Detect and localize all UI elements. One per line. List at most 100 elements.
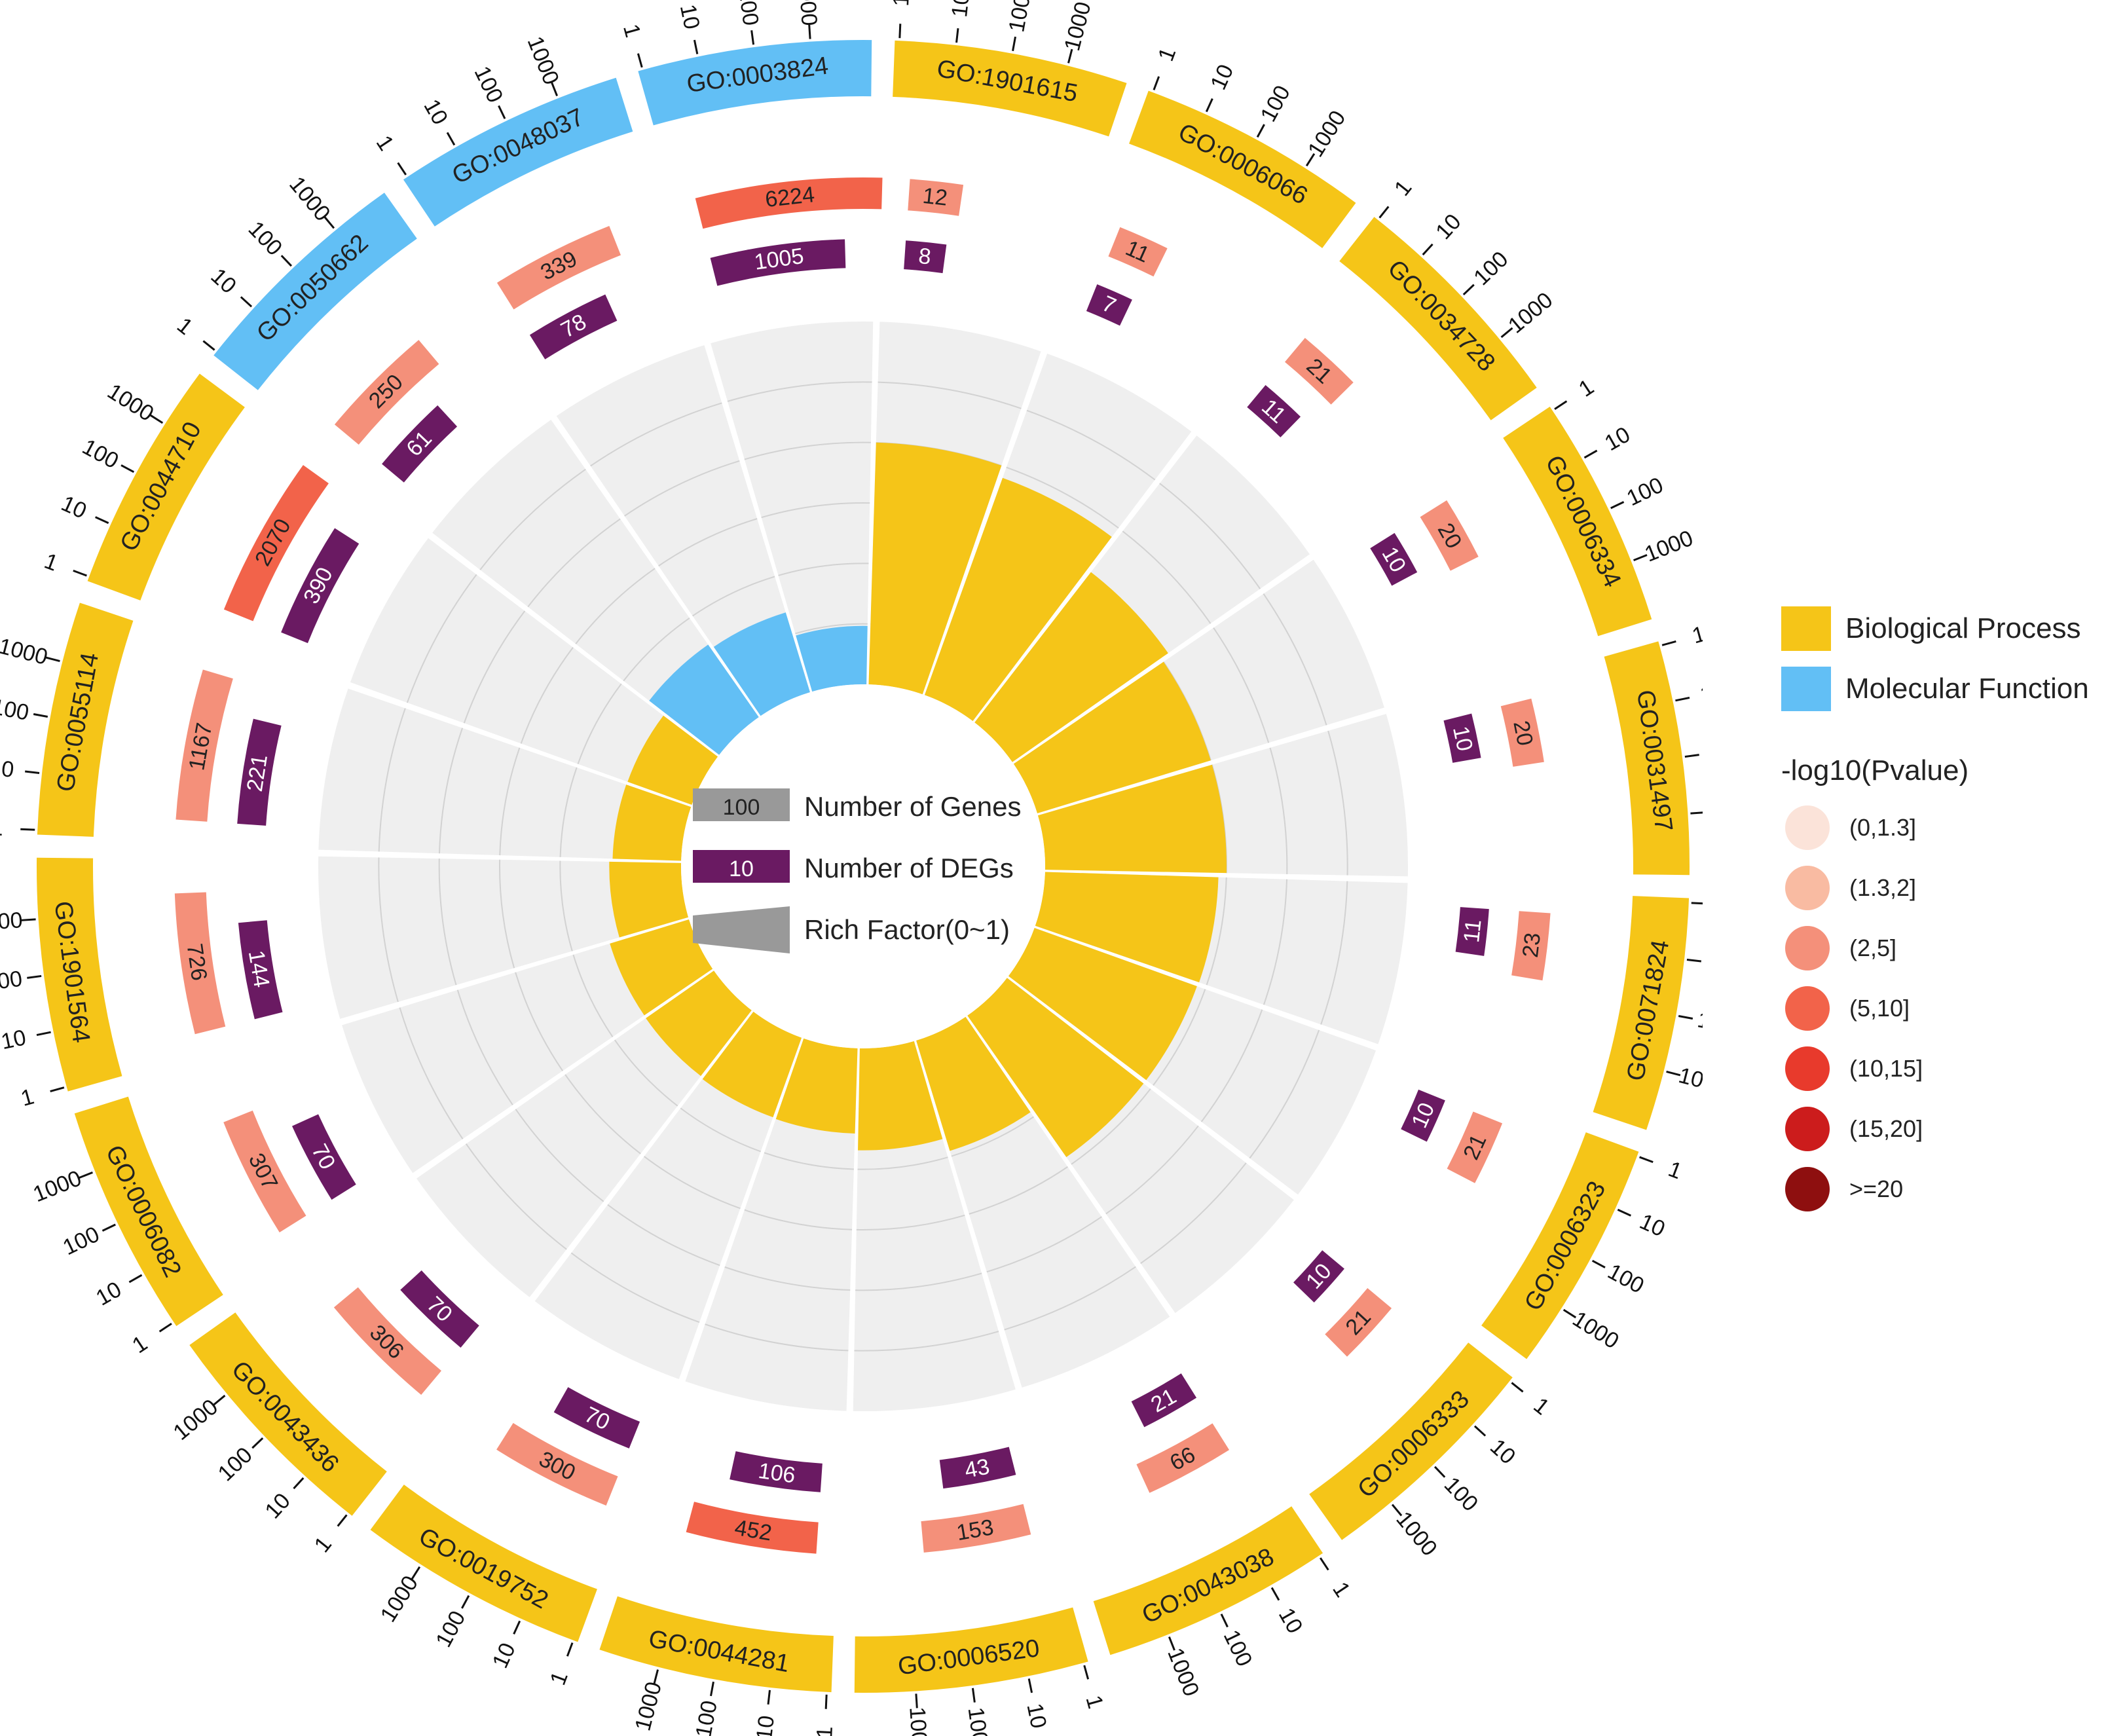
rich-factor-bar [974, 572, 1168, 762]
pvalue-legend-item: (15,20] [1781, 1103, 2096, 1155]
axis-tick [1554, 400, 1568, 411]
axis-tick-label: 1000 [1641, 526, 1696, 567]
axis-tick-label: 10 [1636, 1209, 1669, 1242]
axis-tick [1691, 902, 1703, 905]
axis-tick-label: 1 [18, 1084, 37, 1111]
rich-gridline [465, 1143, 567, 1250]
rich-track-bg [318, 688, 692, 861]
rich-gridline [378, 857, 399, 1003]
rich-gridline [692, 576, 775, 617]
rich-gridline [744, 1209, 853, 1230]
go-term-segment [893, 40, 1127, 137]
rich-gridline [378, 708, 406, 852]
axis-tick [120, 464, 135, 473]
pvalue-label: (15,20] [1849, 1115, 1923, 1142]
rich-factor-bar [967, 978, 1144, 1158]
rich-gridline [1269, 747, 1288, 874]
axis-tick [79, 1171, 93, 1179]
go-term-segment [403, 77, 633, 227]
go-term-segment [1129, 90, 1356, 248]
axis-tick [324, 216, 335, 229]
go-term-segment [1604, 641, 1690, 876]
degs-value-label: 11 [1459, 918, 1487, 944]
axis-tick-label: 100 [0, 694, 31, 726]
rich-gridline [607, 1204, 720, 1266]
axis-tick [50, 1086, 65, 1093]
rich-gridline [515, 1109, 604, 1202]
axis-tick-label: 1 [41, 549, 62, 576]
degs-bar [400, 1270, 479, 1348]
rich-factor-bar [924, 477, 1112, 722]
rich-gridline [680, 1107, 761, 1153]
rich-gridline [1263, 879, 1288, 1005]
axis-tick-label: 10 [418, 95, 453, 129]
axis-tick [1661, 640, 1676, 646]
axis-tick [1591, 1259, 1606, 1268]
go-term-segment [1481, 1132, 1639, 1359]
axis-tick-label: 10 [947, 0, 974, 18]
axis-tick-label: 100 [470, 62, 508, 107]
axis-tick [33, 713, 48, 718]
axis-tick [1027, 1678, 1033, 1693]
rich-gridline [1105, 1125, 1199, 1215]
degs-value-label: 43 [963, 1454, 991, 1483]
rich-gridline [1213, 627, 1270, 743]
go-term-segment [1093, 1506, 1323, 1655]
rich-gridline [399, 1007, 464, 1139]
rich-factor-bar [1008, 927, 1197, 1080]
degs-bar [1293, 1250, 1344, 1302]
axis-tick [251, 1437, 264, 1449]
genes-value-label: 726 [182, 942, 212, 982]
rich-gridline [1026, 409, 1156, 481]
degs-ring-group: 8711101011101021431067070701442213906178… [237, 239, 1489, 1492]
axis-tick [710, 1681, 714, 1697]
rich-track-bg [534, 1011, 802, 1380]
axis-tick [750, 30, 755, 45]
axis-tick-label: 100 [1256, 81, 1295, 126]
axis-tick-label: 10 [675, 2, 705, 31]
rich-factor-bar [775, 1038, 858, 1134]
axis-tick [498, 105, 506, 119]
go-term-segment [1309, 1342, 1513, 1540]
genes-bar [695, 177, 883, 229]
axis-tick [808, 24, 811, 39]
rich-gridline [575, 568, 656, 644]
axis-tick [1433, 1466, 1446, 1478]
rich-gridline [1004, 1266, 1136, 1331]
rich-gridline [590, 402, 722, 467]
rich-track-bg [685, 1038, 858, 1411]
rich-gridline [559, 860, 573, 951]
axis-tick-label: 100 [1623, 473, 1667, 511]
degs-bar [382, 405, 458, 483]
go-term-segment [189, 1312, 387, 1516]
rich-gridline [623, 617, 690, 682]
genes-bar [223, 465, 329, 621]
rich-gridline [658, 518, 758, 567]
genes-bar [1447, 1111, 1503, 1183]
genes-bar [921, 1504, 1031, 1553]
axis-tick-label: 1000 [376, 1572, 424, 1627]
axis-tick [25, 770, 40, 774]
genes-legend-sample: 100 [723, 795, 760, 820]
rich-factor-bar [610, 919, 713, 1016]
axis-tick-label: 1 [1390, 175, 1417, 200]
axis-tick-label: 1000 [103, 379, 158, 427]
axis-tick-label: 1000 [0, 908, 24, 936]
axis-tick [971, 1688, 976, 1703]
degs-value-label: 8 [917, 244, 933, 270]
axis-tick [1378, 206, 1390, 219]
axis-tick-label: 1 [371, 131, 399, 155]
genes-bar [1285, 337, 1354, 405]
pvalue-label: (1.3,2] [1849, 874, 1917, 901]
axis-tick [1067, 48, 1073, 64]
axis-tick [1583, 449, 1598, 459]
axis-tick-label: 1 [128, 1331, 152, 1358]
genes-value-label: 12 [921, 183, 949, 211]
degs-bar [1086, 284, 1132, 326]
axis-tick [27, 974, 42, 979]
axis-tick-label: 1 [1327, 1578, 1355, 1602]
rich-track-bg [350, 538, 718, 805]
rich-gridline [520, 647, 574, 744]
rich-gridline [855, 1272, 982, 1291]
axis-tick [1270, 1587, 1280, 1601]
